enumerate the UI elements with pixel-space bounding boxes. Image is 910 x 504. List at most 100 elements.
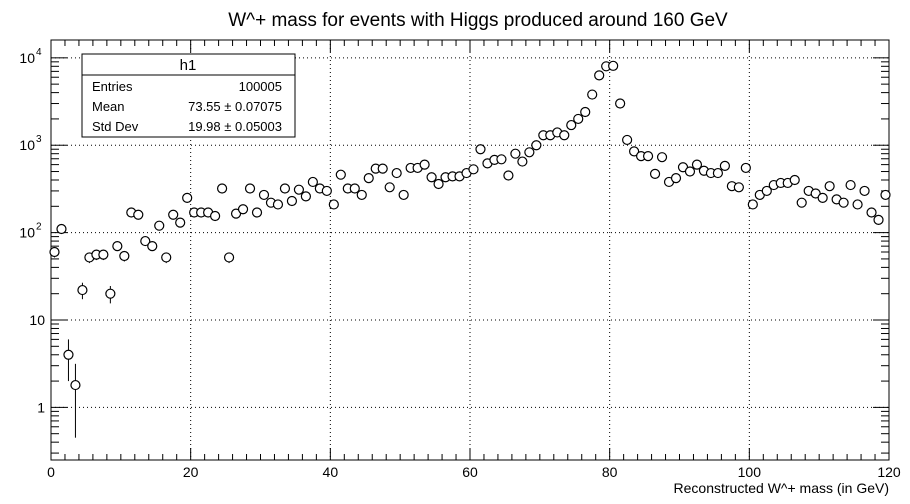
data-point: [873, 214, 884, 225]
stats-stddev-value: 19.98 ± 0.05003: [188, 119, 282, 134]
data-point: [859, 185, 870, 197]
data-point: [496, 154, 507, 165]
x-tick-label: 60: [462, 464, 478, 480]
data-point: [349, 183, 360, 194]
data-point: [524, 147, 535, 158]
y-tick-label: 10: [19, 50, 35, 66]
data-point: [670, 173, 682, 184]
data-point: [77, 284, 88, 296]
data-point: [272, 199, 284, 210]
data-point: [244, 183, 256, 194]
data-point: [642, 151, 654, 162]
y-tick-label-exponent: 2: [36, 222, 42, 233]
data-point: [580, 106, 591, 118]
data-point: [251, 207, 263, 218]
data-point: [300, 191, 311, 202]
x-axis-label: Reconstructed W^+ mass (in GeV): [674, 480, 889, 496]
data-point: [286, 195, 298, 207]
data-point: [608, 60, 619, 71]
data-point: [335, 169, 346, 180]
x-tick-label: 100: [738, 464, 762, 480]
data-point: [154, 220, 165, 231]
stats-box: h1 Entries 100005 Mean 73.55 ± 0.07075 S…: [81, 53, 296, 138]
data-point: [216, 183, 228, 194]
data-point: [622, 134, 633, 146]
data-point: [468, 164, 479, 175]
x-tick-label: 120: [877, 464, 901, 480]
data-point: [510, 148, 521, 159]
data-point: [293, 184, 305, 195]
data-point: [223, 252, 235, 263]
y-tick-label: 10: [19, 137, 35, 153]
data-point: [161, 252, 172, 263]
data-point: [712, 167, 724, 179]
data-point: [817, 192, 828, 203]
data-point: [719, 160, 730, 171]
data-point: [307, 176, 318, 188]
data-point: [105, 288, 116, 299]
stats-box-name: h1: [180, 57, 197, 74]
data-point: [56, 223, 67, 235]
data-point: [363, 173, 374, 184]
data-point: [852, 199, 863, 210]
data-point: [182, 192, 193, 203]
data-point: [98, 249, 109, 260]
data-point: [615, 98, 626, 109]
y-tick-label: 1: [37, 399, 45, 415]
data-point: [684, 166, 696, 177]
x-tick-label: 40: [323, 464, 339, 480]
data-point: [237, 204, 249, 215]
data-point: [503, 170, 514, 181]
data-point: [691, 159, 703, 170]
data-point: [880, 189, 891, 201]
data-point: [168, 209, 179, 220]
data-point: [747, 199, 758, 210]
data-point: [594, 70, 605, 81]
data-point: [573, 113, 584, 125]
stats-mean-label: Mean: [92, 99, 125, 114]
chart-title: W^+ mass for events with Higgs produced …: [228, 10, 728, 31]
stats-entries-value: 100005: [239, 79, 282, 94]
data-point: [733, 182, 744, 193]
data-point: [356, 189, 367, 201]
data-point: [63, 349, 74, 360]
data-point: [587, 89, 598, 100]
data-point: [789, 174, 800, 186]
data-point: [398, 189, 409, 201]
data-point: [279, 183, 291, 194]
data-point: [531, 140, 542, 151]
stats-entries-label: Entries: [92, 79, 133, 94]
data-point: [147, 241, 158, 252]
data-point: [475, 144, 486, 155]
data-point: [258, 189, 270, 201]
data-point: [49, 246, 60, 258]
data-point: [377, 163, 388, 174]
stats-stddev-label: Std Dev: [92, 119, 139, 134]
data-point: [175, 217, 186, 228]
data-point: [566, 119, 577, 131]
data-point: [824, 181, 835, 192]
data-points: [49, 60, 891, 438]
data-point: [838, 197, 849, 208]
data-point: [796, 197, 807, 208]
data-point: [517, 156, 528, 167]
data-point: [845, 179, 856, 191]
data-point: [629, 146, 640, 157]
data-point: [656, 152, 668, 163]
data-point: [112, 241, 123, 252]
data-point: [761, 185, 772, 197]
data-point: [649, 168, 661, 179]
data-point: [70, 379, 81, 391]
data-point: [119, 250, 130, 262]
data-point: [140, 235, 151, 247]
y-tick-label-exponent: 4: [36, 47, 42, 58]
data-point: [419, 159, 430, 170]
data-point: [384, 182, 395, 193]
data-point: [210, 210, 221, 222]
data-point: [321, 185, 332, 197]
x-tick-label: 20: [183, 464, 199, 480]
data-point: [559, 130, 570, 141]
stats-mean-value: 73.55 ± 0.07075: [188, 99, 282, 114]
